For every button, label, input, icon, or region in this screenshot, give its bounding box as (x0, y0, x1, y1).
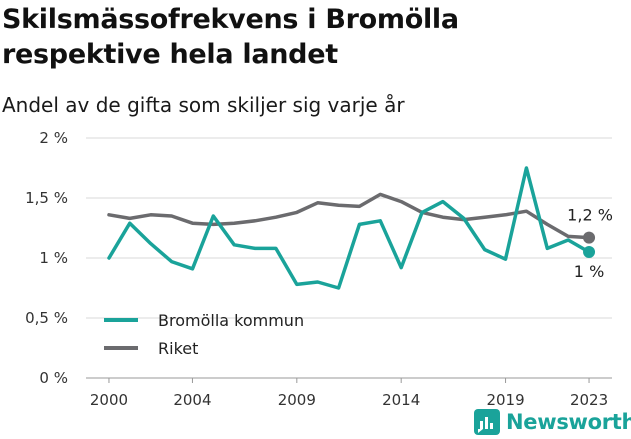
legend-label-riket: Riket (158, 339, 198, 358)
x-tick-label: 2014 (382, 391, 420, 409)
x-tick-label: 2004 (173, 391, 211, 409)
series-line-bromolla (107, 166, 591, 290)
x-tick-label: 2019 (486, 391, 524, 409)
newsworthy-brand-text: Newsworthy (506, 410, 631, 434)
newsworthy-brand: Newsworthy (474, 407, 631, 437)
newsworthy-logo-icon (474, 409, 500, 435)
x-tick-label: 2023 (570, 391, 608, 409)
x-tick-label: 2000 (90, 391, 128, 409)
y-tick-label: 1 % (39, 249, 68, 267)
y-tick-label: 0,5 % (25, 309, 68, 327)
end-label-bromolla: 1 % (574, 262, 604, 281)
x-tick-label: 2009 (278, 391, 316, 409)
y-tick-label: 2 % (39, 129, 68, 147)
end-point-bromolla (583, 246, 596, 258)
y-tick-label: 0 % (39, 369, 68, 387)
end-label-riket: 1,2 % (567, 206, 613, 225)
chart-title: Skilsmässofrekvens i Bromölla respektive… (2, 4, 459, 70)
chart-subtitle: Andel av de gifta som skiljer sig varje … (2, 93, 405, 117)
y-tick-label: 1,5 % (25, 189, 68, 207)
end-point-riket (583, 231, 596, 244)
legend-label-bromolla: Bromölla kommun (158, 311, 304, 330)
series-line-riket (107, 192, 591, 240)
